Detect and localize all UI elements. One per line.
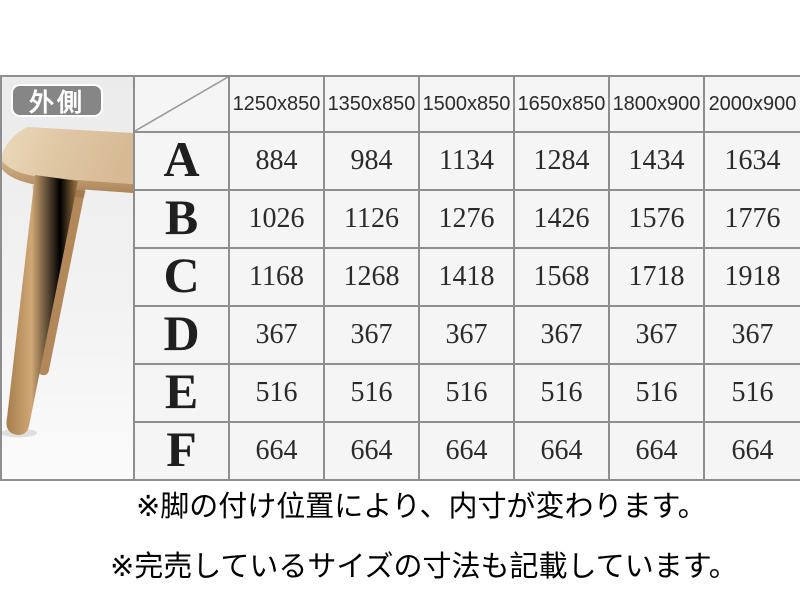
column-header-1500x850: 1500x850 [420,77,513,131]
table-cell: 1568 [515,249,608,305]
table-cell: 1434 [610,133,703,189]
table-cell: 884 [230,133,323,189]
row-label-A: A [135,133,228,189]
row-label-F: F [135,423,228,479]
table-cell: 1126 [325,191,418,247]
table-cell: 516 [325,365,418,421]
table-cell: 1776 [705,191,800,247]
table-cell: 1576 [610,191,703,247]
outside-dimension-badge: 外側 [11,84,103,117]
table-cell: 367 [420,307,513,363]
footnote-inner-dimension: ※脚の付け位置により、内寸が変わります。 [136,491,707,523]
column-header-2000x900: 2000x900 [705,77,800,131]
table-cell: 516 [515,365,608,421]
dimension-table: 外側 1250x850 1350x850 1500x850 1650x850 1… [0,75,800,481]
table-cell: 367 [610,307,703,363]
table-cell: 664 [230,423,323,479]
wooden-table-photo [2,77,133,479]
table-cell: 1918 [705,249,800,305]
row-label-B: B [135,191,228,247]
table-cell: 1284 [515,133,608,189]
table-cell: 516 [420,365,513,421]
product-photo-cell: 外側 [2,77,133,479]
table-cell: 367 [230,307,323,363]
table-cell: 1418 [420,249,513,305]
column-header-1800x900: 1800x900 [610,77,703,131]
table-cell: 664 [610,423,703,479]
table-cell: 1134 [420,133,513,189]
row-label-D: D [135,307,228,363]
column-header-1650x850: 1650x850 [515,77,608,131]
badge-label: 外側 [28,88,85,117]
table-cell: 367 [705,307,800,363]
row-label-E: E [135,365,228,421]
table-cell: 664 [705,423,800,479]
table-cell: 1634 [705,133,800,189]
table-cell: 516 [610,365,703,421]
table-cell: 664 [420,423,513,479]
table-cell: 516 [230,365,323,421]
column-header-1350x850: 1350x850 [325,77,418,131]
table-cell: 1426 [515,191,608,247]
diagonal-corner-cell [135,77,228,131]
diagonal-line [135,77,228,131]
table-cell: 367 [325,307,418,363]
table-cell: 1026 [230,191,323,247]
table-cell: 664 [515,423,608,479]
table-cell: 1276 [420,191,513,247]
table-cell: 367 [515,307,608,363]
footnote-sold-out-sizes: ※完売しているサイズの寸法も記載しています。 [110,551,738,583]
column-header-1250x850: 1250x850 [230,77,323,131]
table-cell: 1718 [610,249,703,305]
table-cell: 1268 [325,249,418,305]
row-label-C: C [135,249,228,305]
table-cell: 984 [325,133,418,189]
table-cell: 664 [325,423,418,479]
table-cell: 516 [705,365,800,421]
table-cell: 1168 [230,249,323,305]
